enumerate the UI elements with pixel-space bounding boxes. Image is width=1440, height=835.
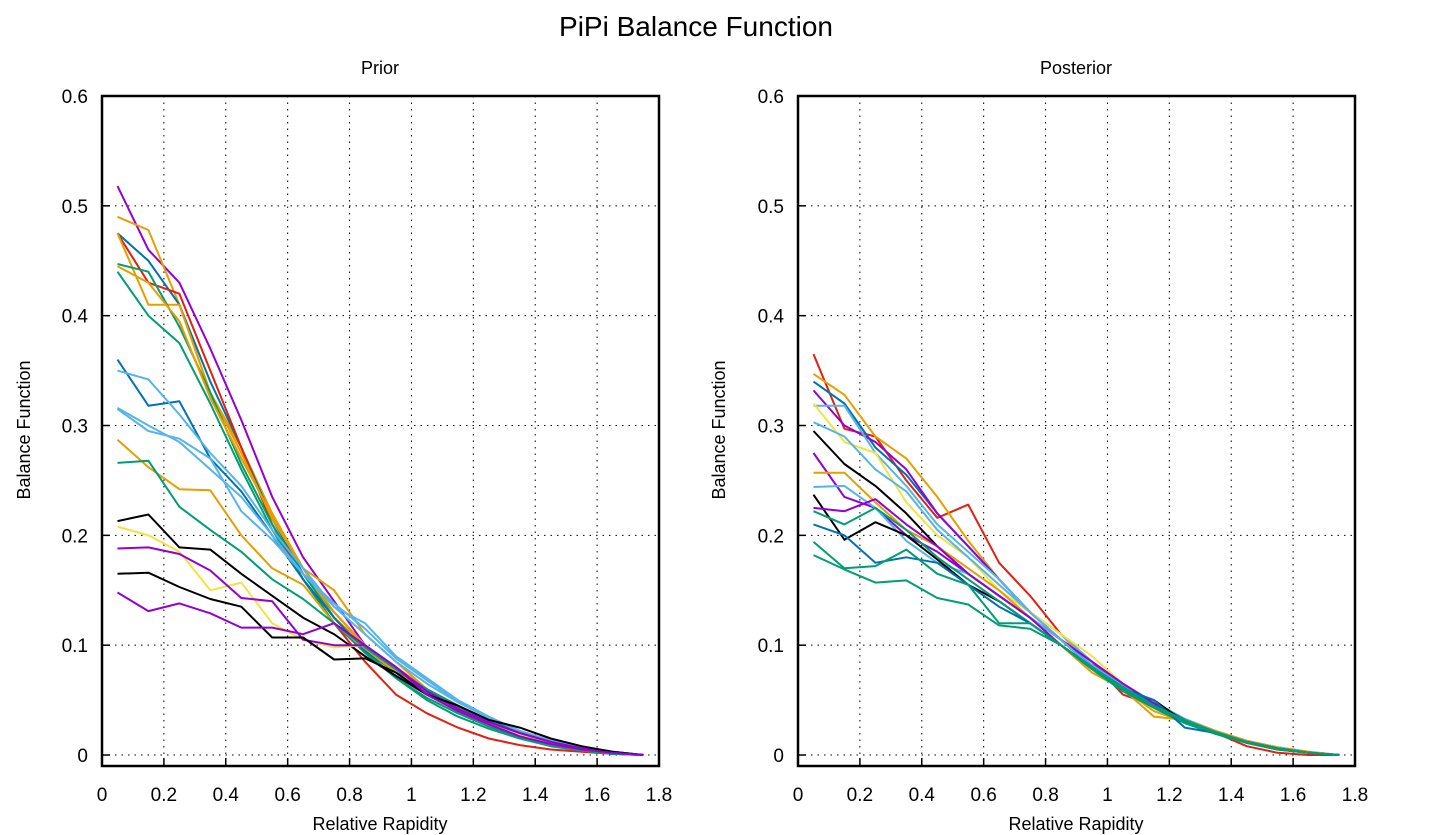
posterior-series-line-10: [813, 471, 1340, 756]
prior-x-tick-label: 0.2: [151, 785, 177, 806]
posterior-x-tick-label: 1.8: [1342, 785, 1368, 806]
prior-series-line-12: [116, 408, 644, 756]
prior-y-tick-label: 0.1: [62, 636, 88, 657]
posterior-plot-frame: [796, 94, 1357, 768]
posterior-series-line-3: [812, 380, 1340, 756]
figure-title: PiPi Balance Function: [559, 11, 833, 42]
prior-x-tick-label: 0.8: [336, 785, 362, 806]
prior-x-tick-label: 0: [97, 785, 108, 806]
posterior-y-tick-label: 0.1: [758, 636, 784, 657]
posterior-series-line-12: [812, 494, 1340, 756]
prior-series-line-8: [117, 265, 644, 756]
prior-y-tick-label: 0.4: [62, 307, 89, 328]
posterior-x-axis-label: Relative Rapidity: [1008, 814, 1143, 834]
prior-series-line-1: [116, 185, 644, 756]
prior-title: Prior: [361, 58, 399, 78]
posterior-x-tick-label: 1.2: [1156, 785, 1182, 806]
posterior-y-axis-label: Balance Function: [709, 360, 729, 499]
prior-y-tick-label: 0.3: [62, 417, 88, 438]
posterior-x-tick-label: 0: [793, 785, 804, 806]
prior-grid: [102, 96, 659, 766]
posterior-series-line-9: [812, 452, 1340, 756]
posterior-y-tick-label: 0.2: [758, 526, 784, 547]
prior-series-line-17: [117, 546, 644, 756]
posterior-series-line-1: [812, 353, 1340, 756]
posterior-x-tick-label: 1.6: [1280, 785, 1306, 806]
prior-y-axis-label: Balance Function: [14, 360, 34, 499]
posterior-series-line-17: [813, 554, 1340, 756]
prior-y-tick-label: 0.6: [62, 87, 88, 108]
posterior-y-tick-label: 0.4: [758, 307, 785, 328]
prior-plot-frame: [100, 94, 661, 768]
prior-x-tick-label: 0.4: [213, 785, 240, 806]
posterior-x-tick-label: 0.6: [970, 785, 996, 806]
posterior-grid: [798, 96, 1355, 766]
prior-series-line-13: [116, 439, 644, 756]
posterior-series-line-2: [812, 373, 1340, 756]
posterior-y-tick-label: 0.5: [758, 197, 784, 218]
prior-x-tick-label: 1.8: [646, 785, 672, 806]
posterior-x-tick-label: 0.2: [847, 785, 873, 806]
prior-x-axis-label: Relative Rapidity: [312, 814, 447, 834]
posterior-series-line-15: [813, 523, 1340, 756]
posterior-series-line-4: [812, 389, 1340, 756]
prior-y-tick-label: 0: [77, 746, 88, 767]
posterior-title: Posterior: [1040, 58, 1112, 78]
prior-panel: Prior Relative Rapidity Balance Function…: [14, 58, 672, 834]
prior-x-tick-label: 1.2: [460, 785, 486, 806]
prior-series-line-15: [117, 513, 644, 756]
posterior-ticks: 0 0.2 0.4 0.6 0.8 1 1.2 1.4 1.6 1.8 0 0.1 0.2 0.3 0.4 0…: [758, 87, 1369, 806]
prior-series-line-9: [116, 359, 644, 756]
prior-series-line-19: [116, 591, 644, 756]
prior-x-tick-label: 1.4: [522, 785, 549, 806]
prior-series-line-4: [116, 232, 644, 756]
posterior-y-tick-label: 0: [773, 746, 784, 767]
prior-y-tick-label: 0.2: [62, 526, 88, 547]
prior-series: [116, 185, 644, 756]
prior-y-tick-label: 0.5: [62, 197, 88, 218]
prior-series-line-2: [117, 215, 644, 756]
posterior-series-line-11: [813, 484, 1340, 756]
posterior-x-tick-label: 1.4: [1218, 785, 1245, 806]
posterior-x-tick-label: 0.8: [1032, 785, 1058, 806]
prior-ticks: 0 0.2 0.4 0.6 0.8 1 1.2 1.4 1.6 1.8 0 0.1 0.2 0.3 0.4 0…: [62, 87, 673, 806]
prior-x-tick-label: 1: [406, 785, 417, 806]
posterior-panel: Posterior Relative Rapidity Balance Func…: [709, 58, 1368, 834]
posterior-y-tick-label: 0.3: [758, 417, 784, 438]
posterior-series-line-14: [813, 506, 1340, 756]
prior-series-line-18: [117, 571, 644, 756]
posterior-x-tick-label: 1: [1102, 785, 1113, 806]
prior-series-line-7: [116, 271, 644, 756]
posterior-series-line-13: [813, 498, 1340, 756]
posterior-y-tick-label: 0.6: [758, 87, 784, 108]
prior-x-tick-label: 1.6: [584, 785, 610, 806]
prior-series-line-11: [117, 407, 644, 756]
posterior-series: [812, 353, 1340, 756]
prior-x-tick-label: 0.6: [274, 785, 300, 806]
posterior-x-tick-label: 0.4: [909, 785, 936, 806]
